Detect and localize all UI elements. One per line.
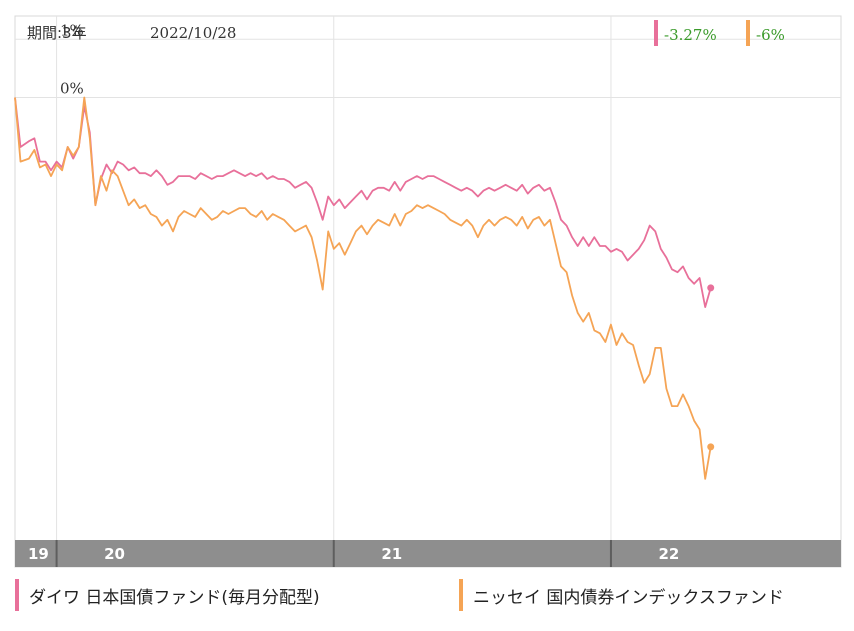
badge-value-2: -6% (756, 26, 785, 44)
period-label: 期間:3年 (27, 24, 87, 42)
series-line-2 (14, 96, 712, 480)
x-tick-label: 21 (381, 545, 402, 563)
y-axis-ticks: 1% 0% (60, 21, 84, 97)
date-label: 2022/10/28 (150, 24, 236, 42)
chart: 19 20 21 22 1% 0% 期間:3年 2022/10/28 -3.27% -6… (14, 15, 842, 568)
legend-swatch-1 (15, 579, 19, 611)
x-tick-label: 19 (28, 545, 49, 563)
series-end-marker-2 (707, 443, 715, 451)
y-tick-label: 1% (60, 21, 84, 39)
x-tick-label: 20 (104, 545, 125, 563)
legend-swatch-2 (459, 579, 463, 611)
series-layer (14, 96, 715, 480)
series-line-1 (14, 97, 712, 308)
x-tick-label: 22 (659, 545, 680, 563)
y-tick-label: 0% (60, 80, 84, 98)
legend-item-1: ダイワ 日本国債ファンド(毎月分配型) (15, 578, 320, 612)
x-axis-ticks: 19 20 21 22 (28, 540, 679, 567)
badge-swatch-1 (654, 20, 658, 46)
horizontal-gridlines (15, 38, 841, 99)
legend-label-2: ニッセイ 国内債券インデックスファンド (473, 587, 784, 608)
legend-label-1: ダイワ 日本国債ファンド(毎月分配型) (29, 587, 320, 608)
badge-swatch-2 (746, 20, 750, 46)
series-end-marker-1 (707, 284, 715, 292)
x-axis-band (15, 540, 841, 567)
badge-value-1: -3.27% (664, 26, 717, 44)
legend-item-2: ニッセイ 国内債券インデックスファンド (459, 578, 784, 612)
vertical-gridlines (56, 16, 612, 567)
